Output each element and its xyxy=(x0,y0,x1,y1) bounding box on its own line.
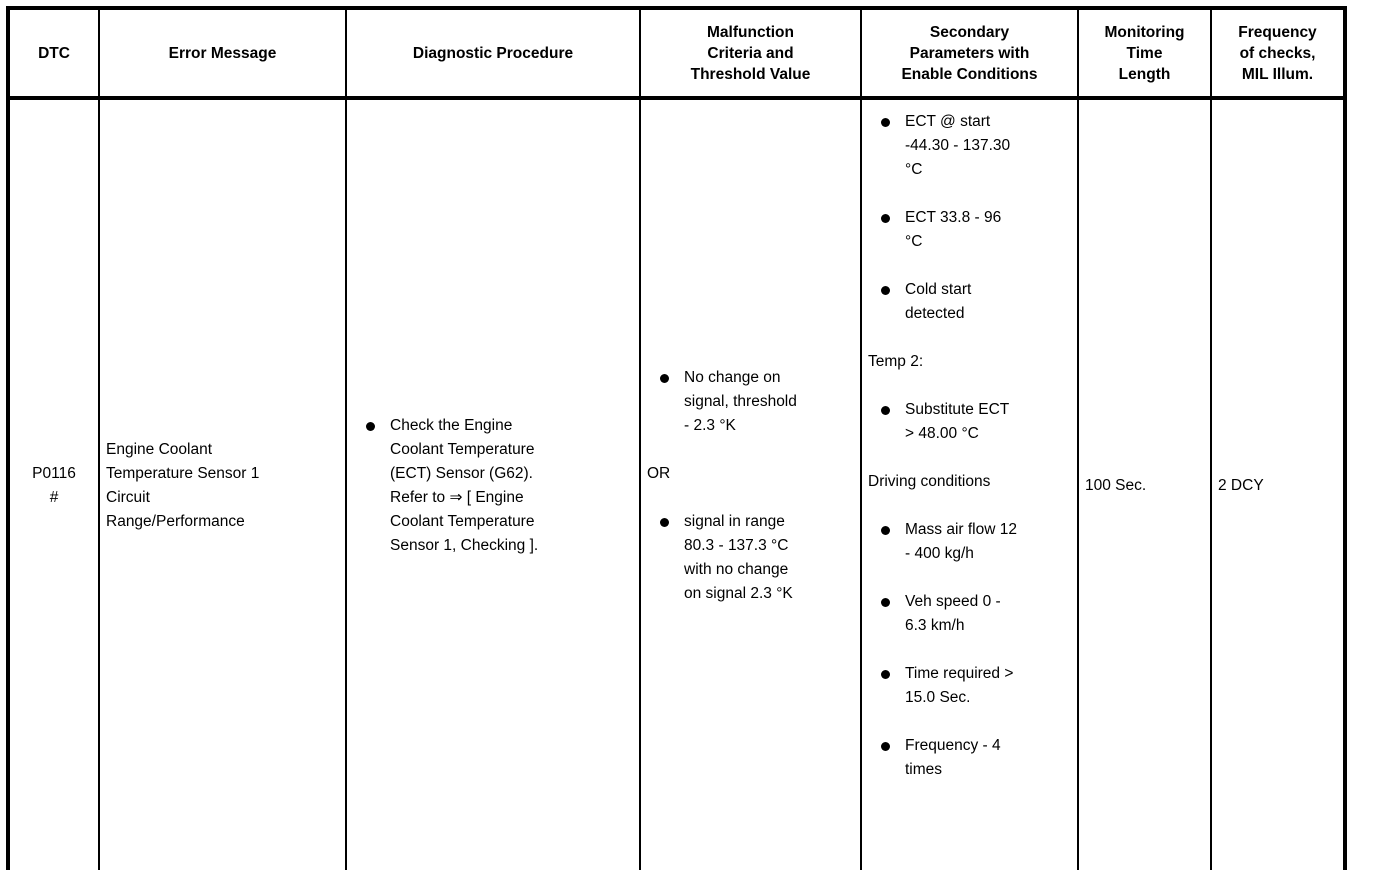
header-error-message: Error Message xyxy=(98,7,347,100)
list-item: Mass air flow 12 - 400 kg/h xyxy=(868,518,1071,566)
list-item: Cold start detected xyxy=(868,278,1071,326)
table-row-p0116: P0116 # Engine Coolant Temperature Senso… xyxy=(7,97,1346,870)
header-dtc: DTC xyxy=(7,7,100,100)
secondary-group-label: Driving conditions xyxy=(868,473,991,490)
list-item: Temp 2: xyxy=(868,350,1071,374)
malfunction-criteria-list: No change on signal, threshold - 2.3 °K … xyxy=(647,366,854,606)
header-malfunction-criteria-label: Malfunction Criteria and Threshold Value xyxy=(690,23,811,83)
malfunction-or-text: OR xyxy=(647,465,671,482)
header-dtc-label: DTC xyxy=(38,44,70,62)
malfunction-item-text: signal in range 80.3 - 137.3 °C with no … xyxy=(684,513,793,602)
header-error-message-label: Error Message xyxy=(168,44,277,62)
cell-secondary-parameters: ECT @ start -44.30 - 137.30 °C ECT 33.8 … xyxy=(860,97,1079,870)
secondary-item-text: Mass air flow 12 - 400 kg/h xyxy=(905,521,1017,562)
cell-diagnostic-procedure: Check the Engine Coolant Temperature (EC… xyxy=(345,97,641,870)
secondary-item-text: Veh speed 0 - 6.3 km/h xyxy=(905,593,1001,634)
header-diagnostic-procedure-label: Diagnostic Procedure xyxy=(412,44,574,62)
dtc-code: P0116 # xyxy=(32,465,76,506)
secondary-group-label: Temp 2: xyxy=(868,353,924,370)
secondary-parameters-list: ECT @ start -44.30 - 137.30 °C ECT 33.8 … xyxy=(868,110,1071,782)
header-malfunction-criteria: Malfunction Criteria and Threshold Value xyxy=(639,7,862,100)
error-message-text: Engine Coolant Temperature Sensor 1 Circ… xyxy=(106,441,260,530)
header-frequency-of-checks: Frequency of checks, MIL Illum. xyxy=(1210,7,1346,100)
list-item: Substitute ECT > 48.00 °C xyxy=(868,398,1071,446)
cell-frequency-of-checks: 2 DCY xyxy=(1210,97,1346,870)
secondary-item-text: Frequency - 4 times xyxy=(905,737,1001,778)
cell-dtc: P0116 # xyxy=(7,97,100,870)
diagnostic-procedure-list: Check the Engine Coolant Temperature (EC… xyxy=(353,414,633,558)
diagnostic-procedure-text: Check the Engine Coolant Temperature (EC… xyxy=(390,417,539,554)
bullet-icon xyxy=(660,518,669,527)
list-item: ECT @ start -44.30 - 137.30 °C xyxy=(868,110,1071,182)
list-item: Check the Engine Coolant Temperature (EC… xyxy=(353,414,633,558)
list-item: ECT 33.8 - 96 °C xyxy=(868,206,1071,254)
monitoring-time-text: 100 Sec. xyxy=(1085,477,1147,494)
bullet-icon xyxy=(366,422,375,431)
list-item: OR xyxy=(647,462,854,486)
dtc-table: DTC Error Message Diagnostic Procedure M… xyxy=(6,6,1347,870)
bullet-icon xyxy=(881,118,890,127)
bullet-icon xyxy=(881,214,890,223)
list-item: Frequency - 4 times xyxy=(868,734,1071,782)
secondary-item-text: Cold start detected xyxy=(905,281,972,322)
bullet-icon xyxy=(881,742,890,751)
frequency-of-checks-text: 2 DCY xyxy=(1218,477,1264,494)
list-item: signal in range 80.3 - 137.3 °C with no … xyxy=(647,510,854,606)
bullet-icon xyxy=(881,406,890,415)
secondary-item-text: Time required > 15.0 Sec. xyxy=(905,665,1014,706)
secondary-item-text: Substitute ECT > 48.00 °C xyxy=(905,401,1010,442)
header-frequency-of-checks-label: Frequency of checks, MIL Illum. xyxy=(1238,23,1317,83)
bullet-icon xyxy=(881,526,890,535)
list-item: Driving conditions xyxy=(868,470,1071,494)
cell-malfunction-criteria: No change on signal, threshold - 2.3 °K … xyxy=(639,97,862,870)
header-diagnostic-procedure: Diagnostic Procedure xyxy=(345,7,641,100)
header-secondary-parameters: Secondary Parameters with Enable Conditi… xyxy=(860,7,1079,100)
secondary-item-text: ECT 33.8 - 96 °C xyxy=(905,209,1002,250)
list-item: No change on signal, threshold - 2.3 °K xyxy=(647,366,854,438)
cell-error-message: Engine Coolant Temperature Sensor 1 Circ… xyxy=(98,97,347,870)
list-item: Veh speed 0 - 6.3 km/h xyxy=(868,590,1071,638)
list-item: Time required > 15.0 Sec. xyxy=(868,662,1071,710)
header-secondary-parameters-label: Secondary Parameters with Enable Conditi… xyxy=(901,23,1038,83)
secondary-item-text: ECT @ start -44.30 - 137.30 °C xyxy=(905,113,1011,178)
bullet-icon xyxy=(881,670,890,679)
header-monitoring-time-length: Monitoring Time Length xyxy=(1077,7,1212,100)
bullet-icon xyxy=(660,374,669,383)
malfunction-item-text: No change on signal, threshold - 2.3 °K xyxy=(684,369,797,434)
bullet-icon xyxy=(881,598,890,607)
header-row: DTC Error Message Diagnostic Procedure M… xyxy=(7,7,1346,100)
bullet-icon xyxy=(881,286,890,295)
header-monitoring-time-length-label: Monitoring Time Length xyxy=(1104,23,1185,83)
cell-monitoring-time-length: 100 Sec. xyxy=(1077,97,1212,870)
